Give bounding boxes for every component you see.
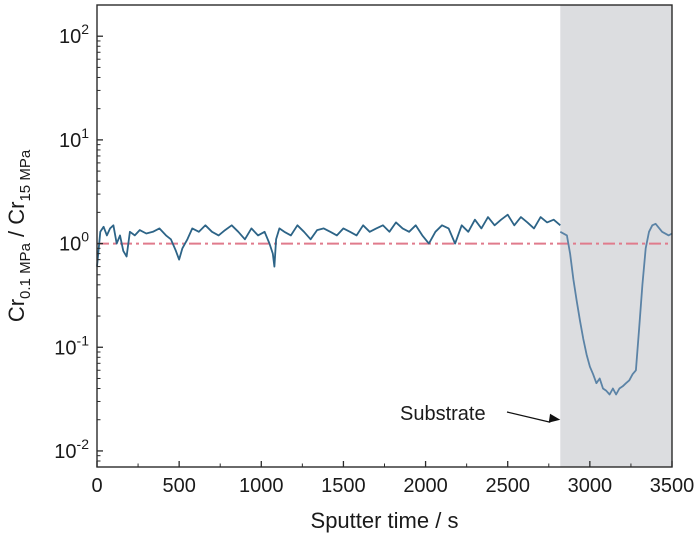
substrate-region	[560, 5, 672, 467]
x-tick-label: 1500	[321, 475, 366, 497]
series-line-0	[96, 213, 561, 268]
x-tick-label: 500	[162, 475, 195, 497]
y-tick-label: 10-1	[54, 332, 89, 359]
annotation-arrow-line	[506, 411, 551, 423]
y-axis-title: Cr0.1 MPa / Cr15 MPa	[4, 149, 34, 322]
series-line-1	[559, 222, 673, 396]
x-tick-label: 2500	[485, 475, 530, 497]
x-tick-label: 1000	[239, 475, 284, 497]
x-tick-label: 3000	[568, 475, 613, 497]
y-tick-label: 101	[59, 125, 89, 152]
y-tick-label: 100	[59, 229, 89, 256]
x-axis-title: Sputter time / s	[311, 508, 459, 533]
y-tick-label: 10-2	[54, 436, 89, 463]
y-tick-label: 102	[59, 21, 89, 48]
x-tick-label: 0	[91, 475, 102, 497]
x-tick-label: 2000	[403, 475, 448, 497]
annotation-arrow-head	[548, 413, 561, 423]
x-tick-label: 3500	[650, 475, 695, 497]
substrate-annotation: Substrate	[400, 403, 486, 425]
